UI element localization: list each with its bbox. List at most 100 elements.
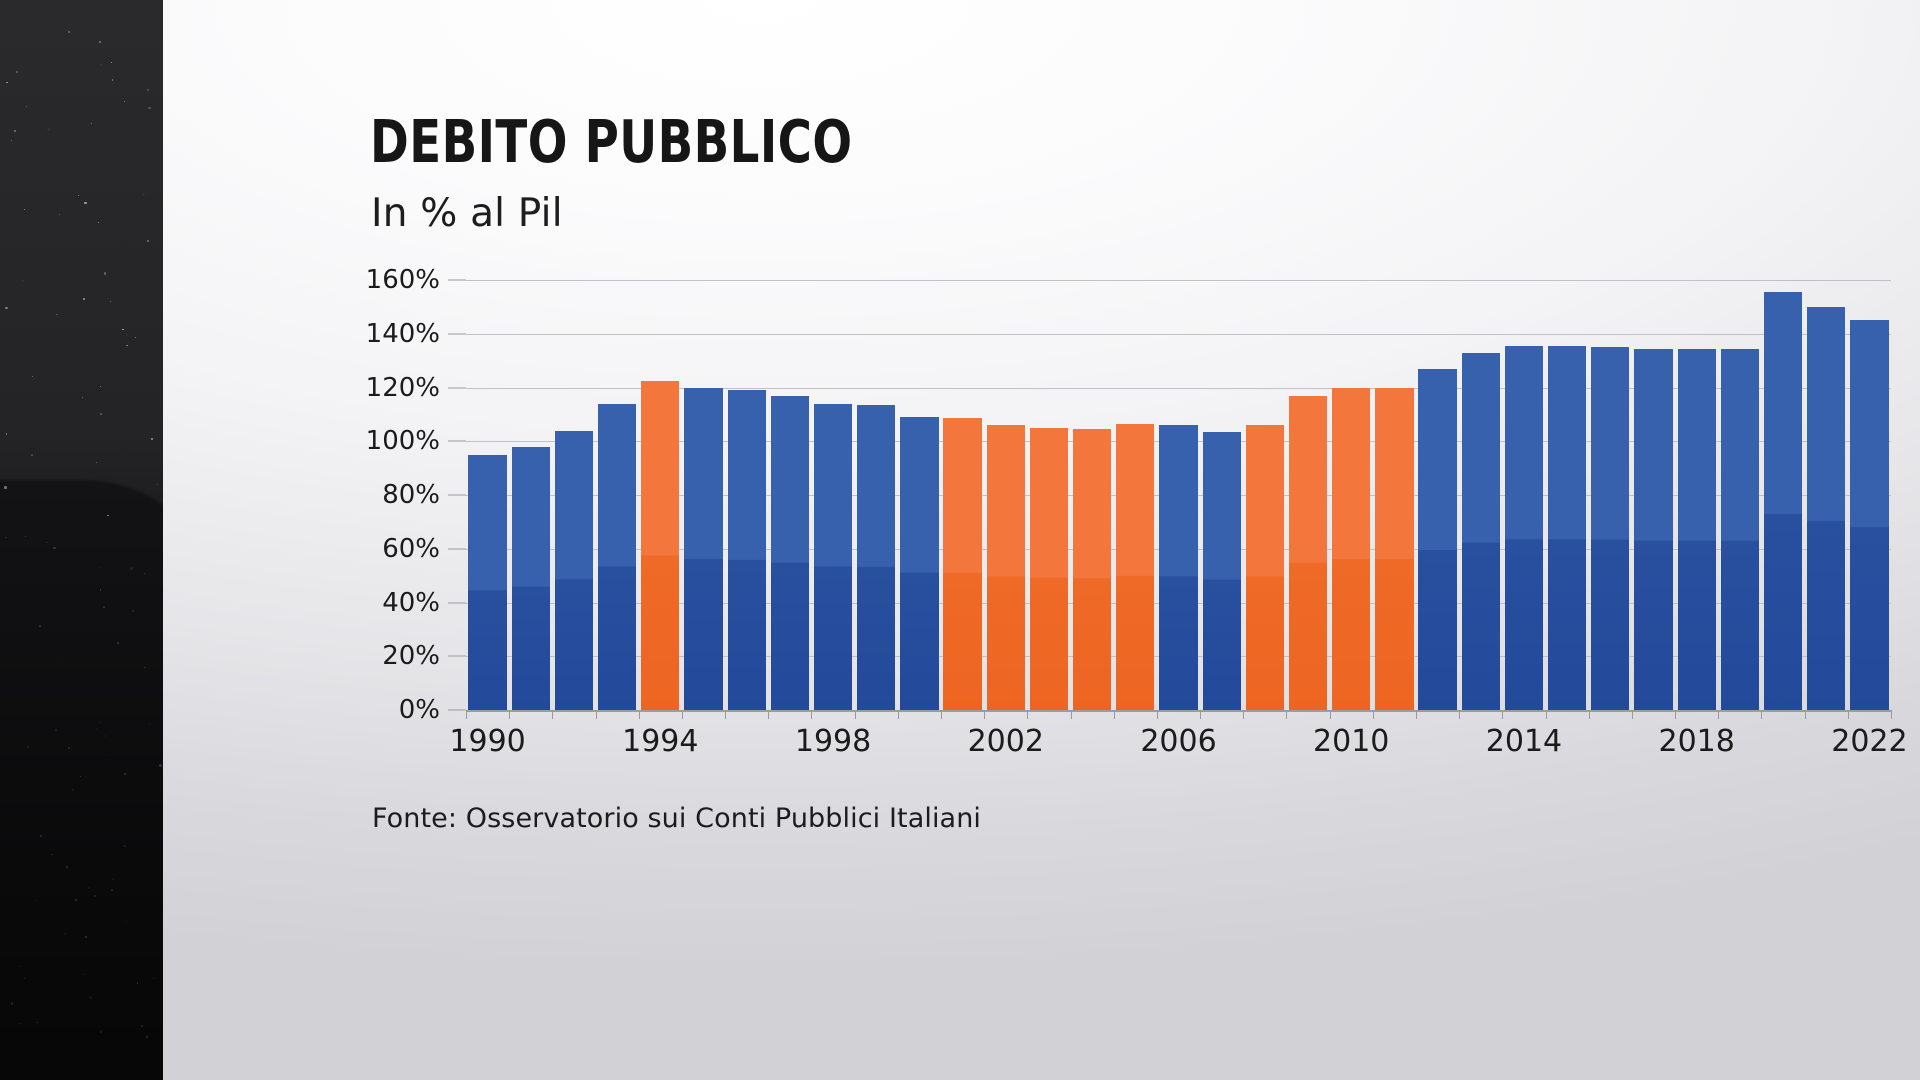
strip-speck	[153, 978, 155, 980]
bar-1995	[684, 387, 723, 710]
bar-chart: 1990 1994 1998 2002 2006 2010 2014 2018 2022 0% 2…	[366, 265, 1908, 759]
y-axis-tick-mark	[448, 709, 466, 711]
x-axis-tick-mark	[725, 710, 727, 719]
strip-speck	[150, 438, 153, 441]
x-axis-tick-label: 2006	[1140, 724, 1217, 759]
strip-speck	[107, 514, 109, 517]
bar-fill	[943, 418, 982, 710]
strip-speck	[100, 1030, 103, 1033]
strip-speck	[18, 966, 20, 968]
bar-1992	[554, 430, 594, 710]
strip-speck	[16, 70, 19, 73]
y-axis-tick-label: 160%	[365, 265, 440, 295]
x-axis-tick-mark	[1718, 710, 1720, 719]
x-axis-tick-mark	[1675, 710, 1677, 719]
x-axis-tick-mark	[941, 710, 942, 719]
bar-fill	[1591, 347, 1630, 710]
bar-2006	[1159, 425, 1198, 710]
content-panel: DEBITO PUBBLICO In % al Pil 1990 1994 1998…	[163, 0, 1920, 1080]
y-axis-tick-mark	[448, 333, 466, 335]
strip-speck	[26, 746, 29, 749]
strip-speck	[140, 1024, 143, 1027]
strip-speck	[38, 625, 41, 627]
strip-speck	[123, 844, 126, 848]
gridline	[466, 387, 1891, 389]
page-subtitle: In % al Pil	[371, 191, 563, 236]
x-axis-tick-mark	[552, 710, 554, 719]
gridline	[466, 333, 1891, 335]
x-axis-tick-mark	[1329, 710, 1331, 719]
y-axis-tick-label: 80%	[382, 480, 440, 510]
strip-speck	[102, 605, 105, 608]
x-axis-tick-mark	[638, 710, 640, 719]
strip-speck	[99, 40, 101, 43]
y-axis-tick-label: 40%	[382, 587, 440, 618]
bar-fill	[1720, 348, 1759, 710]
x-axis-tick-label: 1998	[794, 724, 872, 759]
bar-fill	[900, 417, 939, 710]
strip-speck	[98, 566, 100, 568]
y-axis-tick-mark	[448, 548, 466, 550]
bar-2004	[1073, 429, 1112, 710]
y-axis-tick-mark	[448, 494, 466, 496]
x-axis-tick-mark	[897, 710, 899, 719]
strip-speck	[111, 79, 113, 81]
strip-speck	[134, 336, 136, 338]
strip-speck	[32, 375, 34, 377]
strip-speck	[124, 772, 127, 775]
strip-speck	[156, 484, 158, 486]
strip-speck	[136, 982, 138, 984]
bar-fill	[986, 425, 1025, 710]
strip-speck	[71, 789, 74, 792]
strip-speck	[55, 728, 58, 731]
bar-2012	[1418, 368, 1457, 710]
strip-speck	[143, 572, 145, 575]
bar-1993	[598, 403, 637, 710]
strip-speck	[30, 454, 33, 456]
bar-fill	[1850, 320, 1889, 710]
bar-2005	[1116, 423, 1155, 710]
bar-fill	[1763, 292, 1803, 710]
bar-1990	[468, 454, 507, 710]
x-axis-tick-mark	[1502, 710, 1504, 719]
bar-fill	[554, 430, 594, 710]
y-axis-tick-label: 20%	[382, 641, 440, 672]
bar-1998	[813, 403, 853, 710]
bar-2007	[1202, 431, 1241, 710]
x-axis-tick-mark	[984, 710, 986, 719]
bar-fill	[1116, 423, 1155, 710]
y-axis-tick-label: 0%	[398, 695, 440, 725]
x-axis-tick-mark	[854, 710, 856, 719]
strip-speck	[35, 899, 38, 902]
strip-speck	[110, 61, 112, 63]
strip-speck	[68, 747, 71, 750]
strip-speck	[95, 462, 97, 464]
strip-speck	[75, 898, 78, 901]
bar-2008	[1245, 425, 1284, 710]
bar-2016	[1591, 347, 1630, 710]
y-axis-tick-label: 100%	[365, 426, 440, 457]
x-axis-tick-mark	[1588, 710, 1590, 719]
strip-speck	[23, 977, 25, 979]
strip-speck	[82, 973, 84, 975]
source-note: Fonte: Osservatorio sui Conti Pubblici I…	[372, 803, 982, 834]
strip-speck	[126, 344, 128, 347]
strip-speck	[94, 894, 97, 897]
x-axis-tick-label: 2002	[967, 724, 1044, 759]
bar-fill	[727, 390, 766, 710]
strip-speck	[89, 996, 92, 999]
strip-speck	[130, 567, 133, 571]
strip-speck	[149, 723, 151, 725]
strip-speck	[97, 221, 100, 224]
bar-fill	[1029, 427, 1069, 710]
strip-speck	[110, 888, 113, 891]
x-axis-tick-mark	[1891, 710, 1892, 719]
x-axis-tick-mark	[1027, 710, 1029, 719]
gridline	[466, 280, 1891, 281]
bar-fill	[770, 395, 809, 710]
bar-fill	[1288, 395, 1328, 710]
plot-area: 1990 1994 1998 2002 2006 2010 2014 2018 2022 0% 2…	[366, 265, 1908, 759]
strip-speck	[56, 313, 58, 315]
strip-speck	[104, 735, 107, 737]
